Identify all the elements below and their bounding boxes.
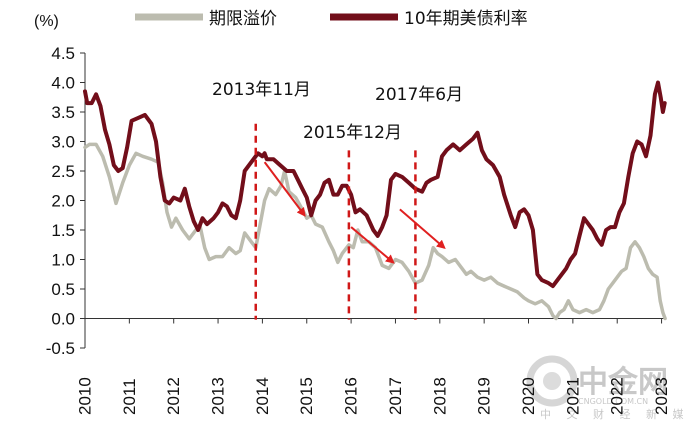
annotation-label: 2015年12月 bbox=[303, 123, 402, 143]
series-layer bbox=[83, 80, 667, 321]
x-tick-label: 2023 bbox=[652, 377, 671, 415]
y-axis: -0.5 0.0 0.5 1.0 1.5 2.0 2.5 3.0 3.5 4.0 4.5 bbox=[46, 44, 86, 358]
legend-label-10y-yield: 10年期美债利率 bbox=[404, 9, 528, 29]
watermark-sub: 中 文 财 经 新 媒 体 bbox=[540, 407, 692, 421]
annotation-label: 2013年11月 bbox=[212, 80, 311, 100]
annotation-layer: 2013年11月 2015年12月 2017年6月 bbox=[212, 80, 463, 320]
x-tick-label: 2014 bbox=[253, 377, 272, 415]
legend: 期限溢价 10年期美债利率 bbox=[135, 9, 528, 29]
annotation-arrow bbox=[350, 226, 395, 264]
y-tick-label: 4.0 bbox=[51, 74, 75, 93]
series-term-premium-line bbox=[83, 142, 667, 321]
x-tick-label: 2018 bbox=[430, 377, 449, 415]
legend-label-term-premium: 期限溢价 bbox=[209, 9, 277, 29]
watermark-logo-icon bbox=[526, 355, 578, 407]
y-tick-label: 1.0 bbox=[51, 251, 75, 270]
y-tick-label: 2.0 bbox=[51, 192, 75, 211]
x-tick-label: 2013 bbox=[209, 377, 228, 415]
x-axis: 2010 2011 2012 2013 2014 2015 2016 2017 2018 2019… bbox=[75, 318, 671, 415]
watermark-url: CNGOLD.COM.CN bbox=[578, 397, 648, 406]
watermark-main: 中金网 bbox=[578, 365, 668, 400]
y-tick-label: 1.5 bbox=[51, 221, 75, 240]
x-tick-label: 2015 bbox=[297, 377, 316, 415]
y-tick-label: 2.5 bbox=[51, 162, 75, 181]
y-tick-label: 3.0 bbox=[51, 133, 75, 152]
y-axis-unit: (%) bbox=[34, 13, 59, 30]
annotation-arrow bbox=[399, 208, 446, 250]
y-tick-label: 4.5 bbox=[51, 44, 75, 63]
x-tick-label: 2016 bbox=[342, 377, 361, 415]
y-tick-label: -0.5 bbox=[46, 339, 75, 358]
x-tick-label: 2017 bbox=[386, 377, 405, 415]
watermark: 中金网 CNGOLD.COM.CN 中 文 财 经 新 媒 体 bbox=[526, 355, 692, 421]
y-tick-label: 0.5 bbox=[51, 280, 75, 299]
x-tick-label: 2011 bbox=[120, 378, 139, 415]
x-tick-label: 2020 bbox=[519, 377, 538, 415]
x-tick-label: 2010 bbox=[75, 377, 94, 415]
x-tick-label: 2022 bbox=[608, 377, 627, 415]
annotation-arrow bbox=[263, 161, 306, 217]
y-tick-label: 0.0 bbox=[51, 310, 75, 329]
y-tick-label: 3.5 bbox=[51, 103, 75, 122]
x-tick-label: 2012 bbox=[164, 377, 183, 415]
x-tick-label: 2021 bbox=[563, 377, 582, 415]
annotation-label: 2017年6月 bbox=[375, 85, 463, 105]
x-tick-label: 2019 bbox=[475, 377, 494, 415]
watermark-logo-center bbox=[543, 372, 561, 390]
series-10y-yield-line bbox=[83, 80, 667, 289]
